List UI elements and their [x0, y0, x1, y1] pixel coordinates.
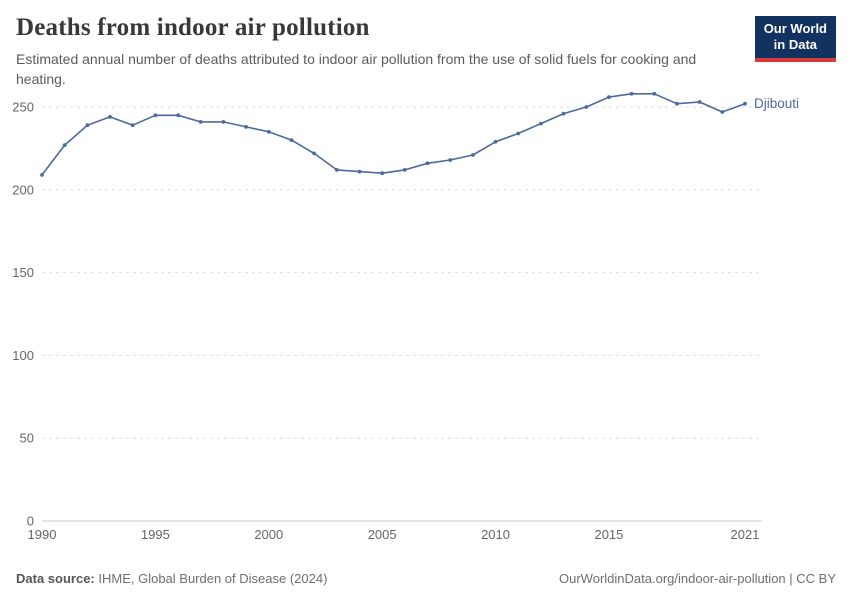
data-point[interactable] [130, 123, 135, 128]
y-tick-label: 50 [20, 431, 34, 446]
line-chart: 0 50 100 150 200 250 1990 1995 2000 2005 2010 2015 2… [0, 89, 850, 565]
y-tick-label: 0 [27, 514, 34, 529]
data-point[interactable] [357, 169, 362, 174]
page-title: Deaths from indoor air pollution [16, 14, 370, 41]
x-tick-label: 2010 [481, 527, 510, 542]
x-tick-label: 1995 [141, 527, 170, 542]
data-point[interactable] [675, 101, 679, 106]
owid-logo[interactable]: Our World in Data [754, 16, 836, 62]
data-point[interactable] [607, 95, 611, 100]
chart-svg: 0 50 100 150 200 250 1990 1995 2000 2005 2010 2015 2… [12, 92, 799, 542]
data-point[interactable] [493, 140, 498, 144]
data-point[interactable] [266, 130, 271, 134]
data-point[interactable] [380, 171, 385, 176]
y-tick-label: 250 [12, 100, 34, 115]
chart-subtitle: Estimated annual number of deaths attrib… [16, 51, 697, 87]
data-point[interactable] [697, 100, 702, 105]
y-tick-label: 150 [12, 265, 34, 280]
series-line[interactable] [41, 93, 746, 176]
data-point[interactable] [629, 92, 634, 96]
data-point[interactable] [85, 123, 90, 128]
series-end-label: Djibouti [754, 96, 799, 111]
data-point[interactable] [561, 111, 566, 116]
x-tick-label: 2000 [254, 527, 283, 542]
data-point[interactable] [539, 121, 543, 126]
data-point[interactable] [516, 131, 521, 136]
data-point[interactable] [334, 168, 339, 172]
data-point[interactable] [108, 115, 112, 119]
header-text: Deaths from indoor air pollution Estimat… [16, 14, 746, 89]
data-point[interactable] [198, 120, 203, 124]
data-point[interactable] [584, 105, 589, 110]
owid-logo-line2: in Data [773, 37, 818, 53]
data-point[interactable] [153, 113, 158, 118]
data-point[interactable] [448, 158, 453, 163]
data-point[interactable] [40, 173, 44, 177]
data-point[interactable] [62, 143, 67, 148]
data-point[interactable] [720, 110, 725, 115]
owid-logo-line1: Our World [763, 21, 827, 36]
data-point[interactable] [289, 138, 294, 143]
data-point[interactable] [743, 101, 747, 106]
chart-header: Deaths from indoor air pollution Estimat… [0, 0, 850, 89]
x-tick-label: 1990 [28, 527, 57, 542]
data-point[interactable] [312, 151, 316, 156]
x-tick-label: 2021 [731, 527, 760, 542]
data-point[interactable] [402, 168, 407, 172]
data-source-label: Data source: [16, 571, 95, 586]
chart-footer: Data source: IHME, Global Burden of Dise… [0, 565, 850, 600]
y-tick-label: 100 [12, 348, 34, 363]
x-tick-label: 2015 [594, 527, 623, 542]
data-point[interactable] [176, 113, 181, 118]
credit-link[interactable]: OurWorldinData.org/indoor-air-pollution … [559, 571, 836, 586]
y-tick-label: 200 [12, 182, 34, 197]
data-source: Data source: IHME, Global Burden of Dise… [16, 571, 327, 586]
data-point[interactable] [244, 125, 249, 129]
x-tick-label: 2005 [368, 527, 397, 542]
data-source-text: IHME, Global Burden of Disease (2024) [94, 571, 328, 586]
data-point[interactable] [221, 120, 226, 124]
data-point[interactable] [425, 161, 430, 166]
data-point[interactable] [652, 92, 657, 96]
data-point[interactable] [471, 153, 475, 158]
